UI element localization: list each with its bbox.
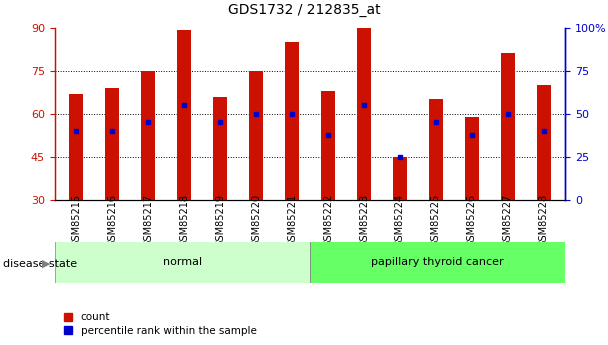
Text: GSM85227: GSM85227	[503, 194, 513, 247]
Text: ▶: ▶	[42, 259, 50, 269]
Text: GSM85223: GSM85223	[359, 194, 369, 247]
Text: GSM85216: GSM85216	[107, 194, 117, 247]
Text: GSM85222: GSM85222	[323, 194, 333, 247]
Text: GSM85225: GSM85225	[431, 194, 441, 247]
Bar	[465, 117, 479, 200]
Text: GDS1732 / 212835_at: GDS1732 / 212835_at	[227, 3, 381, 18]
Text: GSM85228: GSM85228	[539, 194, 549, 247]
Text: GSM85220: GSM85220	[251, 194, 261, 247]
Text: GSM85219: GSM85219	[215, 194, 225, 247]
Text: GSM85218: GSM85218	[179, 194, 189, 247]
Bar	[213, 97, 227, 200]
Bar	[321, 91, 335, 200]
Bar	[285, 42, 299, 200]
Bar	[141, 71, 156, 200]
Text: papillary thyroid cancer: papillary thyroid cancer	[371, 257, 504, 267]
Bar	[537, 85, 551, 200]
Bar	[105, 88, 119, 200]
Text: GSM85215: GSM85215	[71, 194, 81, 247]
Text: GSM85217: GSM85217	[143, 194, 153, 247]
Legend: count, percentile rank within the sample: count, percentile rank within the sample	[60, 308, 261, 340]
Bar	[310, 241, 565, 283]
Bar	[249, 71, 263, 200]
Bar	[393, 157, 407, 200]
Text: GSM85224: GSM85224	[395, 194, 405, 247]
Bar	[501, 53, 515, 200]
Text: GSM85226: GSM85226	[467, 194, 477, 247]
Text: disease state: disease state	[3, 259, 77, 269]
Text: normal: normal	[163, 257, 202, 267]
Text: GSM85221: GSM85221	[287, 194, 297, 247]
Bar	[69, 94, 83, 200]
Bar	[177, 30, 192, 200]
Bar	[429, 99, 443, 200]
Bar	[55, 241, 310, 283]
Bar	[357, 28, 371, 200]
